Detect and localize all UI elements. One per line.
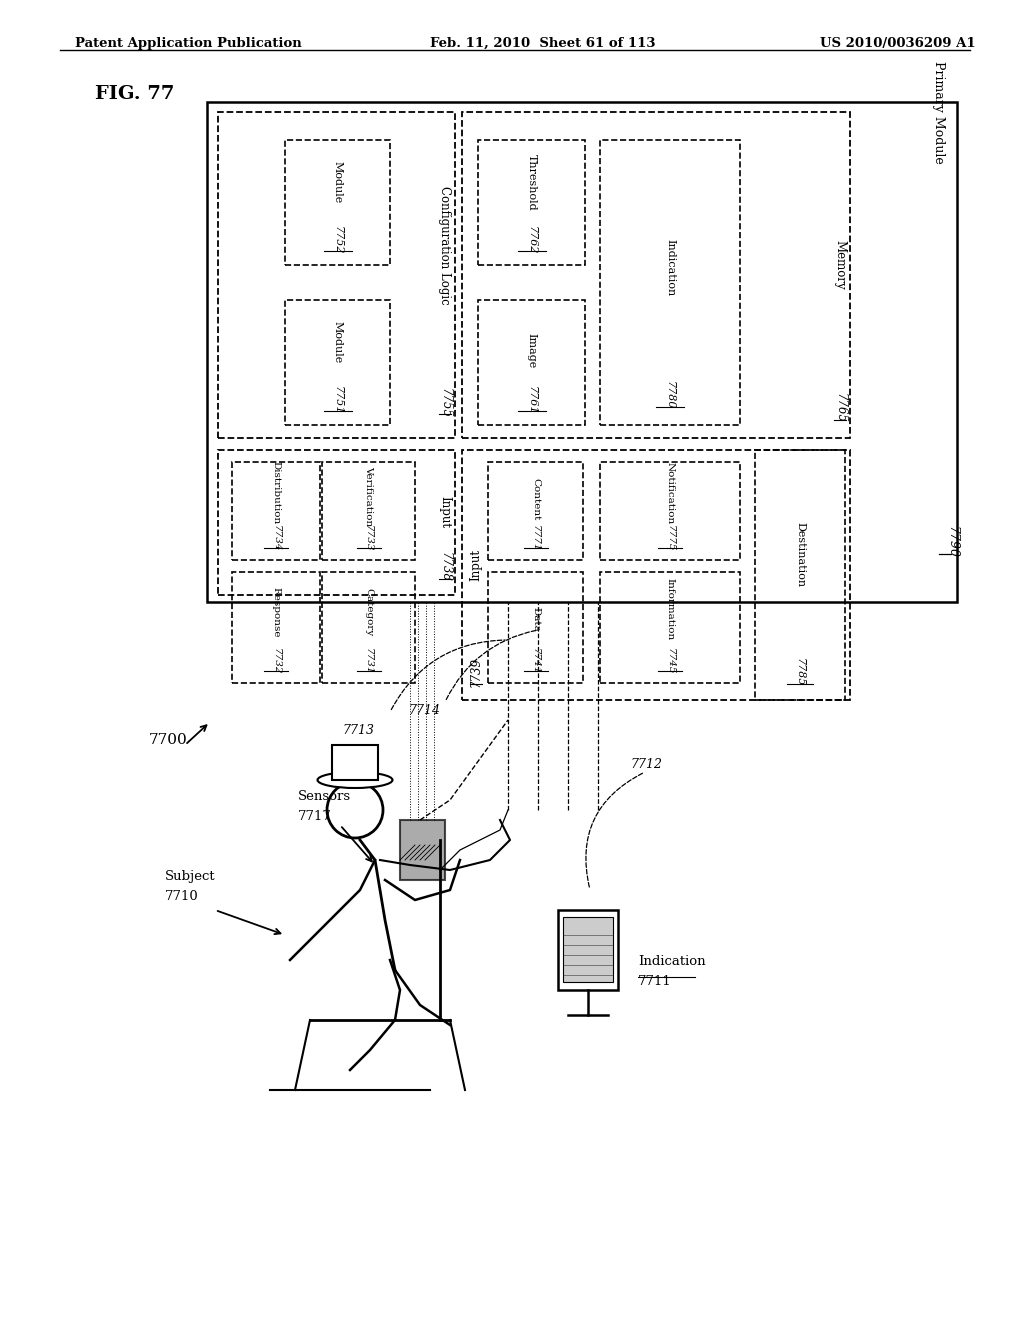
Text: Module: Module [333,161,342,203]
Bar [322,572,415,682]
Text: 7751: 7751 [333,385,342,414]
Text: Verification: Verification [364,466,373,527]
Text: Distribution: Distribution [271,462,281,524]
Text: Input: Input [469,549,482,581]
Bar [488,462,583,560]
Bar [755,450,845,700]
Text: Data: Data [531,607,540,632]
Bar [322,462,415,560]
Text: Indication: Indication [665,239,675,296]
Bar [462,450,850,700]
Text: 7790: 7790 [945,525,958,558]
Text: Primary Module: Primary Module [932,61,945,164]
Text: 7755: 7755 [438,388,452,418]
Text: 7734: 7734 [271,525,281,552]
Text: US 2010/0036209 A1: US 2010/0036209 A1 [820,37,976,50]
Text: Threshold: Threshold [526,154,537,211]
Text: 7771: 7771 [531,525,540,552]
Text: 7761: 7761 [526,385,537,414]
Bar [478,300,585,425]
Text: Subject: Subject [165,870,216,883]
Bar [600,572,740,682]
Text: 7713: 7713 [342,723,374,737]
Bar [488,572,583,682]
Text: Destination: Destination [795,523,805,587]
Text: 7752: 7752 [333,226,342,255]
Text: 7712: 7712 [630,759,662,771]
Text: Input: Input [438,496,452,528]
Bar [285,300,390,425]
Text: 7717: 7717 [298,810,332,822]
Text: Response: Response [271,587,281,638]
Text: 7762: 7762 [526,226,537,255]
Bar [600,462,740,560]
Text: 7775: 7775 [666,525,675,552]
Bar [285,140,390,265]
Text: Configuration Logic: Configuration Logic [438,186,452,305]
Bar [462,112,850,438]
Bar [332,744,378,780]
Text: FIG. 77: FIG. 77 [95,84,174,103]
Bar [218,450,455,595]
Text: Content: Content [531,478,540,520]
Text: 7710: 7710 [165,890,199,903]
Text: 7711: 7711 [638,975,672,987]
Text: Sensors: Sensors [298,789,351,803]
Text: Module: Module [333,321,342,363]
Text: Indication: Indication [638,954,706,968]
Text: Feb. 11, 2010  Sheet 61 of 113: Feb. 11, 2010 Sheet 61 of 113 [430,37,655,50]
Text: 7785: 7785 [795,657,805,686]
Ellipse shape [317,772,392,788]
Text: 7714: 7714 [408,704,440,717]
Bar [563,917,613,982]
Bar [400,820,445,880]
Text: 7780: 7780 [665,380,675,409]
Bar [232,462,319,560]
Text: Category: Category [364,589,373,636]
Text: Patent Application Publication: Patent Application Publication [75,37,302,50]
Text: Memory: Memory [834,240,847,290]
Text: 7765: 7765 [834,393,847,422]
Bar [558,909,618,990]
Text: 7739: 7739 [469,657,482,686]
Bar [218,112,455,438]
Text: 7700: 7700 [148,733,187,747]
Text: 7731: 7731 [364,648,373,675]
Bar [600,140,740,425]
Text: 7738: 7738 [438,552,452,582]
Text: 7745: 7745 [666,648,675,675]
Text: Notification: Notification [666,462,675,524]
Text: 7733: 7733 [364,525,373,552]
Text: Image: Image [526,333,537,368]
Text: Information: Information [666,578,675,640]
Text: 7732: 7732 [271,648,281,675]
Text: 7741: 7741 [531,648,540,675]
Bar [207,102,957,602]
Bar [478,140,585,265]
Bar [232,572,319,682]
